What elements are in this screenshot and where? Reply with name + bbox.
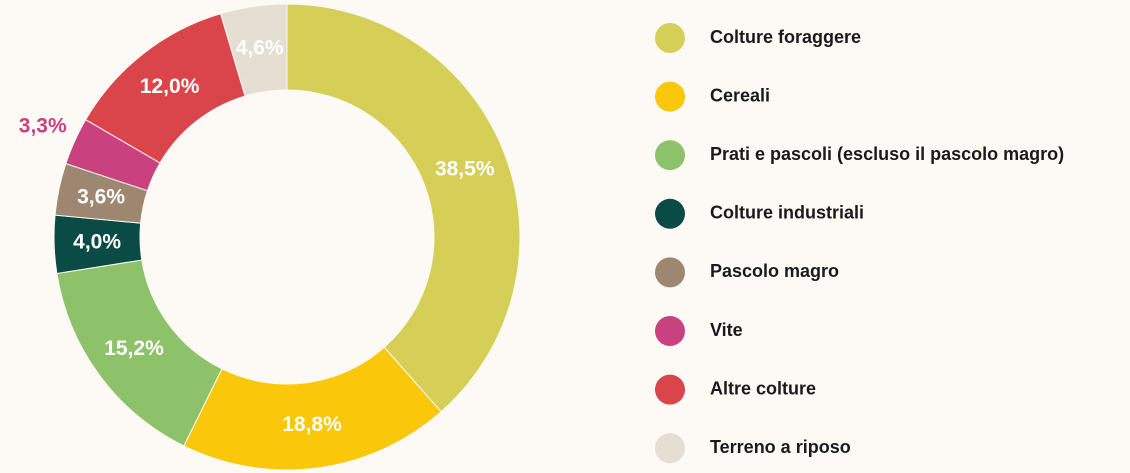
legend-swatch [655,257,685,288]
legend-label: Prati e pascoli (escluso il pascolo magr… [710,144,1064,164]
data-label: 4,0% [73,231,121,254]
donut-slice [286,3,521,413]
data-label: 3,6% [77,185,125,208]
legend-label: Altre colture [710,378,816,398]
donut-slice [219,3,288,97]
legend-label: Vite [710,320,743,340]
legend-label: Pascolo magro [710,261,839,281]
data-label: 38,5% [435,157,495,180]
legend-label: Colture foraggere [710,27,861,47]
legend-swatch [655,433,685,464]
data-label: 3,3% [19,114,67,137]
legend-label: Colture industriali [710,203,864,223]
legend-swatch [655,374,685,405]
data-label: 18,8% [282,413,342,436]
legend-label: Cereali [710,85,770,105]
data-label: 15,2% [104,337,164,360]
legend-swatch [655,81,685,112]
legend-swatch [655,140,685,171]
data-label: 12,0% [140,75,200,98]
legend-swatch [655,198,685,229]
legend-swatch [655,23,685,53]
legend-swatch [655,316,685,346]
legend-label: Terreno a riposo [710,437,851,457]
data-label: 4,6% [236,37,284,60]
